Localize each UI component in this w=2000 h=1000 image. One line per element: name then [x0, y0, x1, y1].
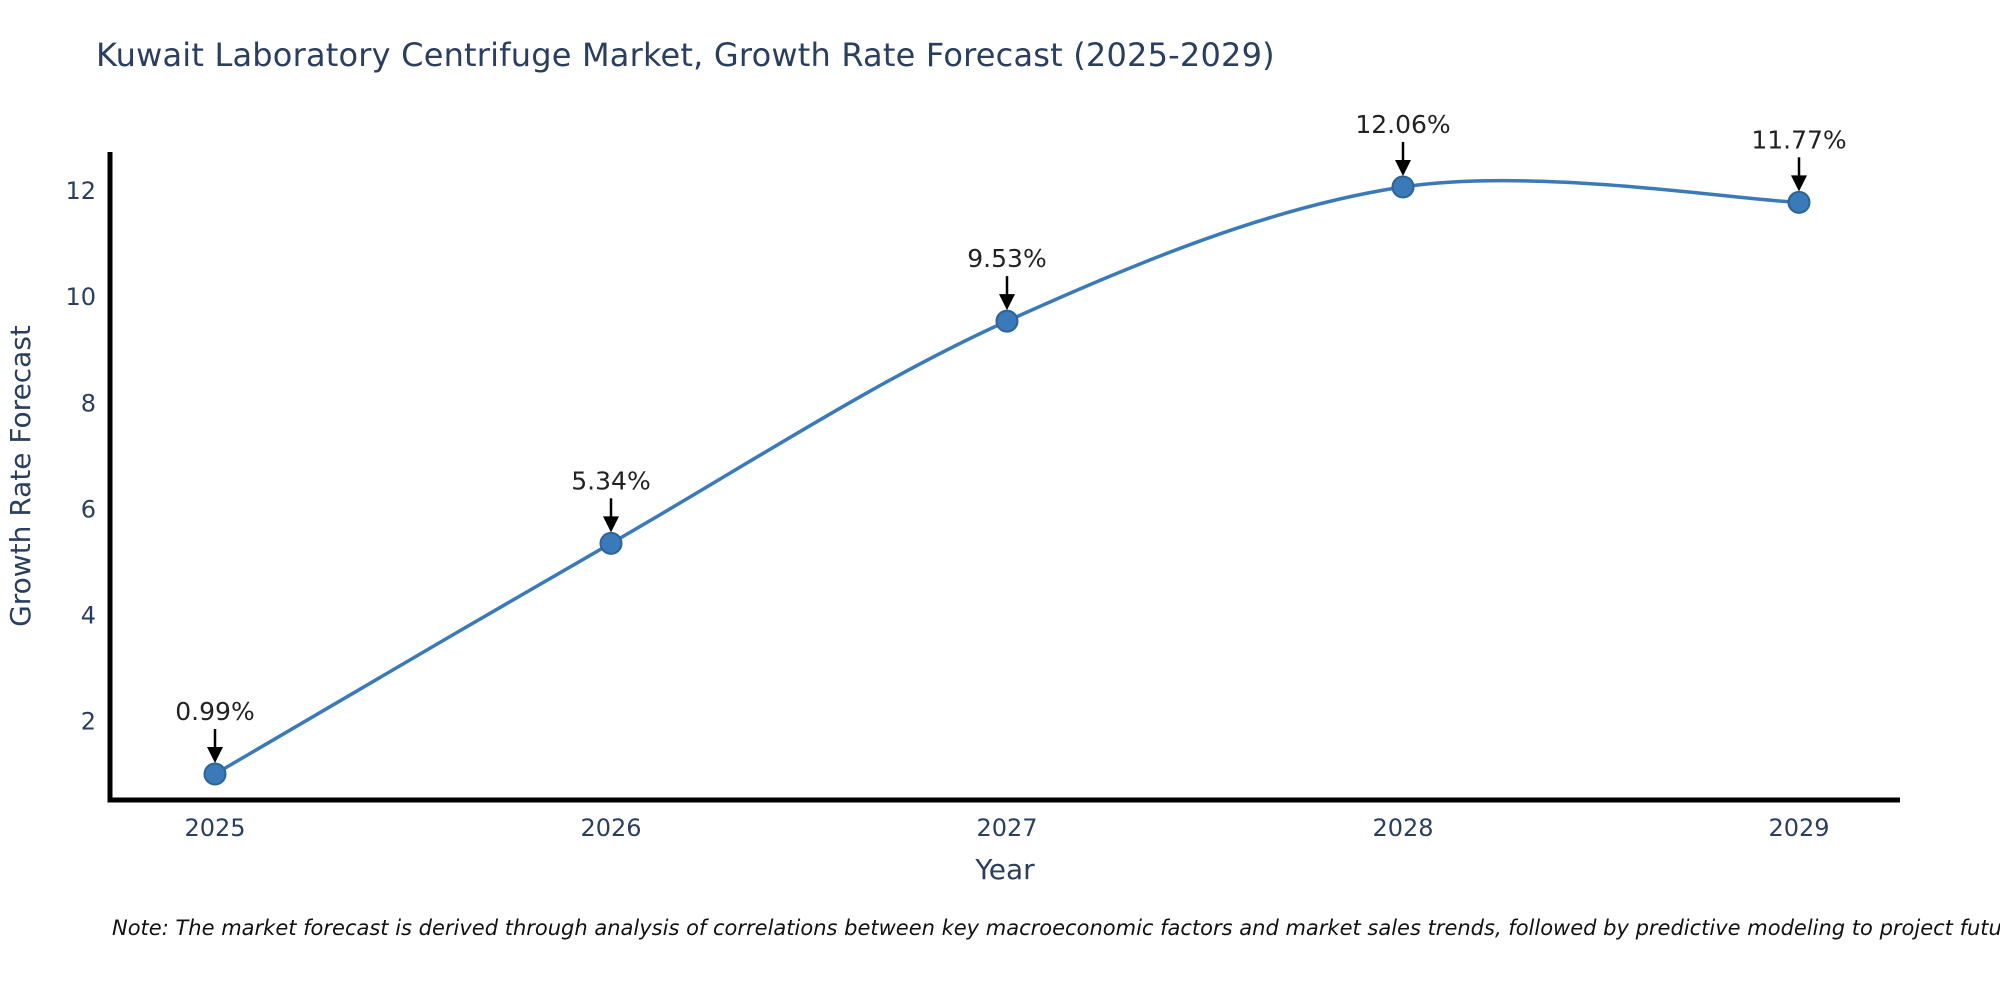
data-point-marker [1391, 175, 1415, 199]
y-tick-label: 6 [81, 495, 96, 523]
annotation-arrow-head [1395, 159, 1411, 176]
footnote: Note: The market forecast is derived thr… [112, 916, 2000, 940]
annotation-arrow-head [999, 294, 1015, 311]
x-tick-label: 2029 [1768, 814, 1829, 842]
data-point-marker [203, 762, 227, 786]
x-tick-label: 2025 [184, 814, 245, 842]
x-tick-label: 2026 [580, 814, 641, 842]
x-tick-label: 2027 [976, 814, 1037, 842]
data-point-marker [1787, 190, 1811, 214]
data-point-label: 11.77% [1751, 125, 1846, 154]
data-point-label: 5.34% [571, 466, 650, 495]
x-axis-title: Year [974, 853, 1035, 886]
data-point-label: 0.99% [175, 697, 254, 726]
y-tick-label: 2 [81, 707, 96, 735]
x-tick-label: 2028 [1372, 814, 1433, 842]
data-point-label: 12.06% [1355, 110, 1450, 139]
chart-title: Kuwait Laboratory Centrifuge Market, Gro… [96, 36, 1275, 74]
data-point-marker [599, 531, 623, 555]
y-tick-label: 12 [65, 177, 96, 205]
y-tick-label: 4 [81, 601, 96, 629]
data-point-label: 9.53% [967, 244, 1046, 273]
y-tick-label: 8 [81, 389, 96, 417]
annotation-arrow-head [1791, 175, 1807, 192]
annotation-arrow-head [603, 516, 619, 533]
data-point-marker [995, 309, 1019, 333]
y-axis-title: Growth Rate Forecast [4, 325, 37, 627]
y-tick-label: 10 [65, 283, 96, 311]
annotation-arrow-head [207, 747, 223, 764]
